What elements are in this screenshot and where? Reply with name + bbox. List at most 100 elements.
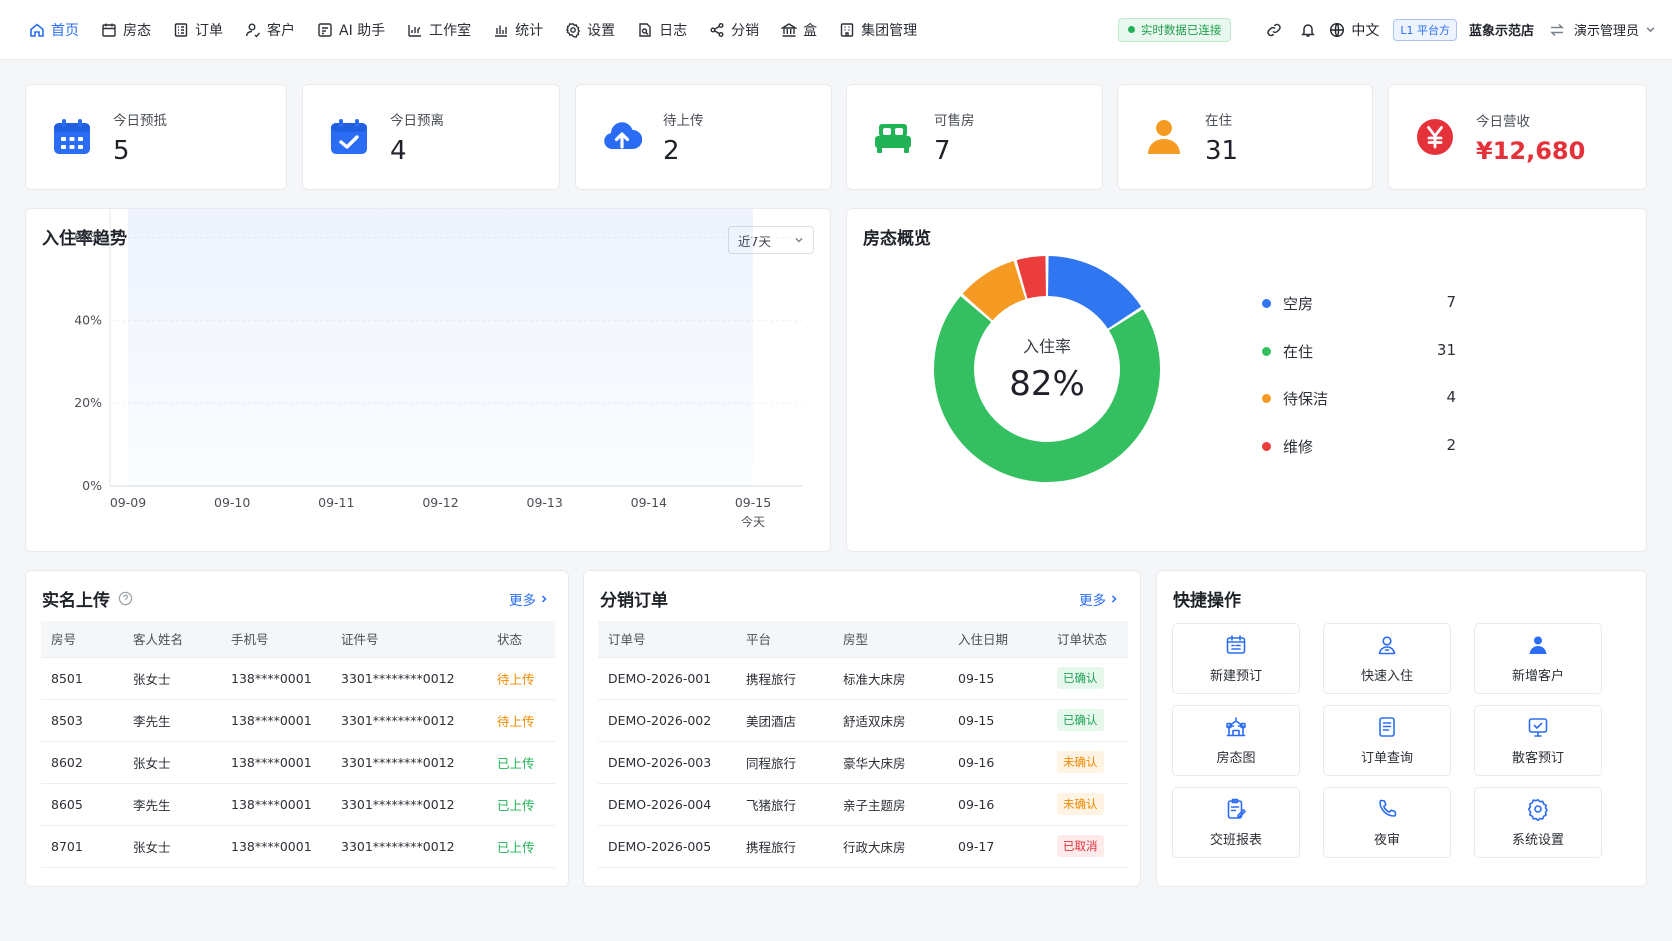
stat-value: 2: [663, 135, 680, 166]
stat-value: 5: [113, 135, 130, 166]
platform-cell: 美团酒店: [736, 699, 833, 742]
admin-menu[interactable]: 演示管理员: [1574, 20, 1656, 39]
legend-item[interactable]: 维修: [1262, 436, 1313, 457]
stat-card-pending-upload[interactable]: 待上传 2: [575, 84, 832, 190]
guest-name-cell: 张女士: [123, 741, 221, 784]
nav-item-room-status[interactable]: 房态: [90, 0, 162, 60]
legend-item[interactable]: 待保洁: [1262, 388, 1328, 409]
status-cell: 待上传: [487, 657, 555, 700]
quick-action-button[interactable]: 房态图: [1172, 705, 1300, 776]
stat-card-available-rooms[interactable]: 可售房 7: [846, 84, 1103, 190]
stat-card-departures[interactable]: 今日预离 4: [302, 84, 560, 190]
notifications-button[interactable]: [1291, 13, 1325, 47]
nav-item-label: 订单: [195, 22, 223, 39]
nav-item-customers[interactable]: 客户: [234, 0, 306, 60]
column-header: 证件号: [331, 621, 487, 658]
nav-item-distribution[interactable]: 分销: [698, 0, 770, 60]
quick-action-button[interactable]: 系统设置: [1474, 787, 1602, 858]
panel-title: 快捷操作: [1173, 591, 1241, 611]
donut-center-label: 入住率: [1023, 337, 1071, 356]
stat-card-in-house[interactable]: 在住 31: [1117, 84, 1373, 190]
legend-item[interactable]: 在住: [1262, 341, 1313, 362]
nav-item-studio[interactable]: 工作室: [396, 0, 482, 60]
nav-item-home[interactable]: 首页: [18, 0, 90, 60]
status-badge: 未确认: [1057, 793, 1104, 815]
table-row[interactable]: 8605 李先生 138****0001 3301********0012 已上传: [41, 783, 555, 826]
panel-title: 房态概览: [863, 229, 931, 249]
store-name[interactable]: 蓝象示范店: [1468, 24, 1534, 39]
clipboard-edit-icon: [1227, 798, 1246, 819]
orders-more-link[interactable]: 更多: [1079, 589, 1119, 609]
live-dot-icon: [1127, 26, 1135, 33]
id-number-cell: 3301********0012: [331, 657, 487, 700]
donut-slice[interactable]: [1048, 256, 1142, 329]
stat-icon-wrap: [1415, 117, 1455, 157]
nav-item-group-management[interactable]: 集团管理: [828, 0, 928, 60]
link-button[interactable]: [1257, 13, 1291, 47]
nav-item-statistics[interactable]: 统计: [482, 0, 554, 60]
donut-slice[interactable]: [1016, 256, 1046, 299]
room-type-cell: 标准大床房: [833, 657, 948, 700]
nav-item-logs[interactable]: 日志: [626, 0, 698, 60]
id-number-cell: 3301********0012: [331, 783, 487, 826]
nav-item-ai-assistant[interactable]: AI 助手: [306, 0, 396, 60]
quick-action-button[interactable]: 快速入住: [1323, 623, 1451, 694]
order-number-cell: DEMO-2026-005: [598, 825, 736, 868]
yen-icon: [1417, 119, 1453, 155]
nav-item-orders[interactable]: 订单: [162, 0, 234, 60]
room-type-cell: 亲子主题房: [833, 783, 948, 826]
legend-item[interactable]: 空房: [1262, 293, 1313, 314]
language-switcher[interactable]: 中文: [1329, 20, 1379, 40]
stat-icon-wrap: [873, 117, 913, 157]
live-status-text: 实时数据已连接: [1140, 22, 1222, 37]
swap-icon[interactable]: [1548, 21, 1566, 39]
table-row[interactable]: DEMO-2026-001 携程旅行 标准大床房 09-15 已确认: [598, 657, 1128, 700]
quick-action-label: 散客预订: [1511, 751, 1564, 766]
column-header: 房号: [41, 621, 123, 658]
guest-name-cell: 张女士: [123, 657, 221, 700]
table-row[interactable]: DEMO-2026-005 携程旅行 行政大床房 09-17 已取消: [598, 825, 1128, 868]
stat-value: ¥12,680: [1476, 136, 1586, 165]
table-row[interactable]: 8501 张女士 138****0001 3301********0012 待上传: [41, 657, 555, 700]
realname-more-link[interactable]: 更多: [509, 589, 549, 609]
area-fill: [128, 209, 753, 486]
table-row[interactable]: DEMO-2026-003 同程旅行 豪华大床房 09-16 未确认: [598, 741, 1128, 784]
live-status-badge: 实时数据已连接: [1117, 17, 1232, 42]
quick-action-button[interactable]: 夜审: [1323, 787, 1451, 858]
table-row[interactable]: 8701 张女士 138****0001 3301********0012 已上传: [41, 825, 555, 868]
stat-label: 今日预离: [390, 112, 444, 129]
building-icon: [840, 22, 854, 37]
quick-action-button[interactable]: 交班报表: [1172, 787, 1300, 858]
realname-table: 房号 客人姓名 手机号 证件号 状态 8501 张女士 138****0001 330…: [41, 621, 555, 868]
stat-card-revenue[interactable]: 今日营收 ¥12,680: [1388, 84, 1647, 190]
table-row[interactable]: 8503 李先生 138****0001 3301********0012 待上传: [41, 699, 555, 742]
legend-label: 维修: [1283, 437, 1314, 456]
chevron-right-icon: [1111, 595, 1117, 603]
table-header-row: 房号 客人姓名 手机号 证件号 状态: [41, 621, 555, 658]
table-row[interactable]: 8602 张女士 138****0001 3301********0012 已上传: [41, 741, 555, 784]
nav-item-settings[interactable]: 设置: [554, 0, 626, 60]
quick-action-button[interactable]: 散客预订: [1474, 705, 1602, 776]
quick-action-button[interactable]: 订单查询: [1323, 705, 1451, 776]
status-badge: 已取消: [1057, 835, 1104, 857]
globe-icon: [1330, 22, 1345, 37]
more-label: 更多: [509, 593, 536, 609]
quick-action-button[interactable]: 新增客户: [1474, 623, 1602, 694]
nav-item-box[interactable]: 盒: [770, 0, 828, 60]
order-number-cell: DEMO-2026-001: [598, 657, 736, 700]
help-icon[interactable]: [118, 591, 133, 606]
stat-icon-wrap: [52, 117, 92, 157]
donut-slice[interactable]: [933, 296, 1160, 483]
stat-card-arrivals[interactable]: 今日预抵 5: [25, 84, 287, 190]
phone-cell: 138****0001: [221, 741, 331, 784]
donut-slice[interactable]: [962, 261, 1026, 321]
stat-value: 31: [1205, 135, 1239, 166]
column-header: 订单号: [598, 621, 736, 658]
nav-item-label: 集团管理: [861, 22, 918, 39]
table-row[interactable]: DEMO-2026-004 飞猪旅行 亲子主题房 09-16 未确认: [598, 783, 1128, 826]
quick-action-button[interactable]: 新建预订: [1172, 623, 1300, 694]
quick-action-label: 系统设置: [1511, 833, 1564, 848]
table-row[interactable]: DEMO-2026-002 美团酒店 舒适双床房 09-15 已确认: [598, 699, 1128, 742]
legend-dot-icon: [1262, 299, 1271, 308]
x-tick-label: 09-11: [318, 495, 354, 510]
